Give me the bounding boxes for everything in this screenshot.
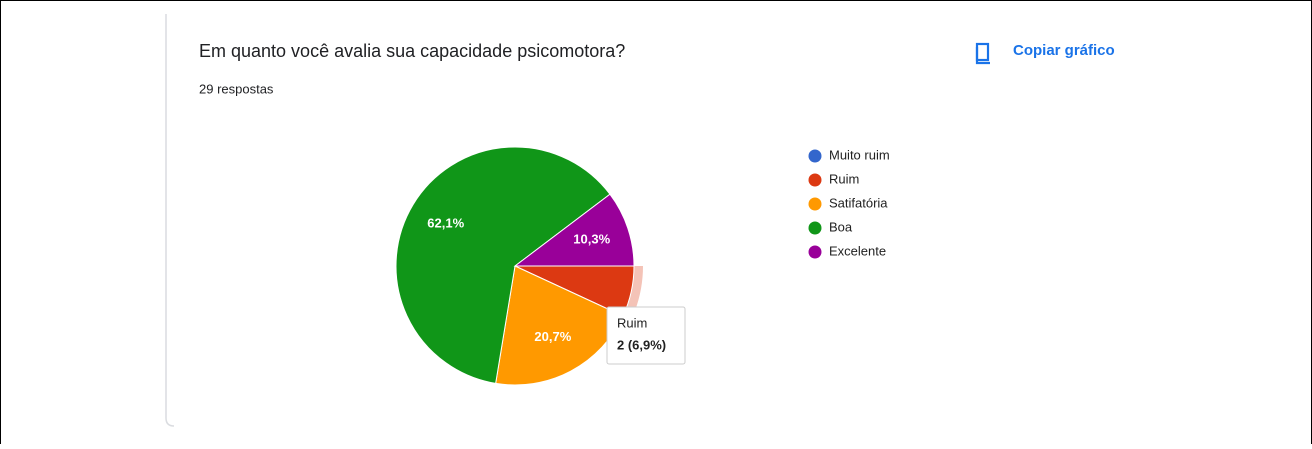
tooltip: Ruim 2 (6,9%): [606, 306, 686, 365]
legend-label: Muito ruim: [829, 147, 890, 162]
legend-dot: [808, 221, 822, 235]
legend-label: Satifatória: [829, 195, 888, 210]
hover-highlight: [622, 266, 643, 320]
legend-dot: [808, 149, 822, 163]
legend-dot: [808, 197, 822, 211]
copy-icon: [975, 42, 990, 62]
copy-icon-back: [975, 47, 990, 65]
tooltip-box: [606, 306, 686, 365]
pie-slice: [395, 146, 611, 384]
slice-label: 20,7%: [534, 329, 571, 344]
legend-label: Boa: [829, 219, 853, 234]
slice-label: 62,1%: [427, 216, 464, 231]
tooltip-category: Ruim: [617, 315, 647, 330]
tooltip-value: 2 (6,9%): [617, 337, 666, 352]
legend-dot: [808, 245, 822, 259]
legend-dot: [808, 173, 822, 187]
slice-label: 10,3%: [573, 232, 610, 247]
copy-button[interactable]: Copiar gráfico: [975, 42, 1115, 65]
pie-chart: 20,7% 62,1% 10,3% Ruim 2 (6,9%) Muito ruim Rui…: [395, 146, 890, 386]
card-border: [165, 14, 175, 427]
question-title: Em quanto você avalia sua capacidade psi…: [199, 41, 625, 61]
response-count: 29 respostas: [199, 81, 274, 96]
copy-label: Copiar gráfico: [1013, 42, 1115, 59]
legend-label: Excelente: [829, 243, 886, 258]
legend-label: Ruim: [829, 171, 859, 186]
pie-slice: [513, 193, 635, 267]
